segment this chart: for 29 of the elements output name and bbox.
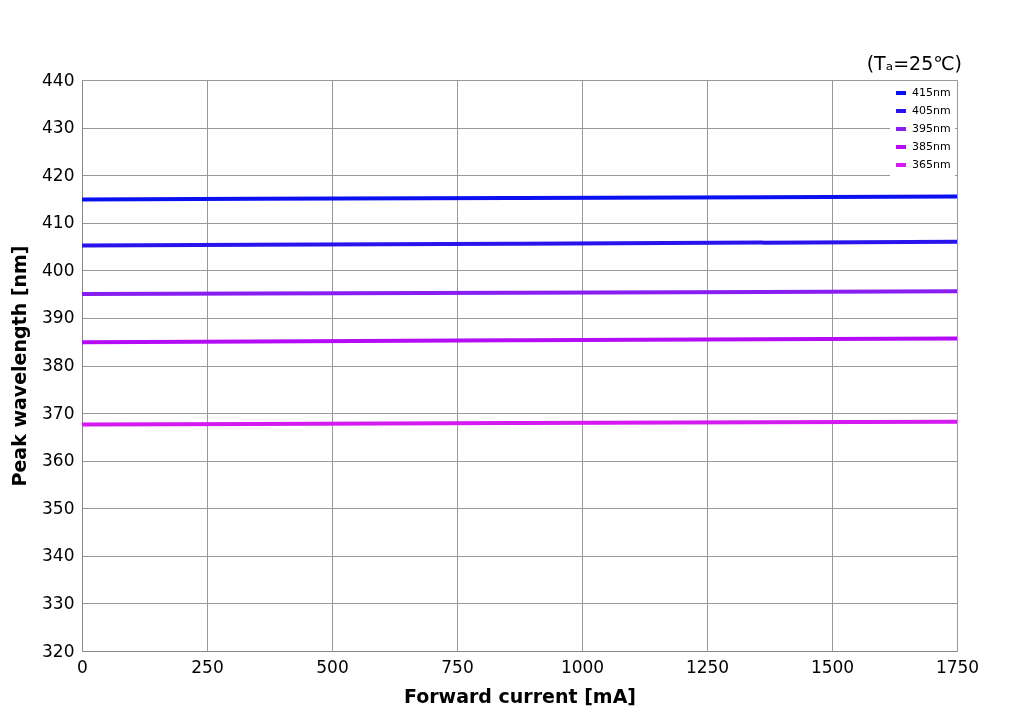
x-tick-label: 1250	[685, 656, 730, 677]
y-tick-label: 390	[42, 307, 75, 328]
y-tick-label: 410	[42, 212, 75, 233]
text: (Tₐ=25℃)	[866, 52, 962, 74]
x-tick-label: 1000	[560, 656, 605, 677]
x-tick-label: 1750	[935, 656, 980, 677]
legend-label: 385nm	[912, 140, 951, 153]
x-tick-label: 1500	[810, 656, 855, 677]
legend-label: 365nm	[912, 158, 951, 171]
legend-label: 405nm	[912, 104, 951, 117]
y-tick-label: 350	[42, 497, 75, 518]
legend-label: 415nm	[912, 86, 951, 99]
y-tick-label: 370	[42, 402, 75, 423]
y-axis-title: Peak wavelength [nm]	[8, 245, 31, 487]
y-tick-label: 340	[42, 545, 75, 566]
y-tick-label: 320	[42, 640, 75, 661]
x-axis-title: Forward current [mA]	[403, 684, 637, 707]
x-tick-label: 500	[316, 656, 349, 677]
y-tick-label: 360	[42, 450, 75, 471]
y-tick-label: 440	[42, 69, 75, 90]
legend-label: 395nm	[912, 122, 951, 135]
y-tick-label: 400	[42, 259, 75, 280]
y-tick-label: 380	[42, 355, 75, 375]
x-tick-label: 250	[191, 656, 224, 677]
y-tick-label: 430	[42, 117, 75, 138]
y-tick-label: 420	[42, 164, 75, 185]
x-tick-label: 0	[77, 656, 88, 677]
y-tick-label: 330	[42, 592, 75, 613]
x-tick-label: 750	[441, 656, 474, 677]
